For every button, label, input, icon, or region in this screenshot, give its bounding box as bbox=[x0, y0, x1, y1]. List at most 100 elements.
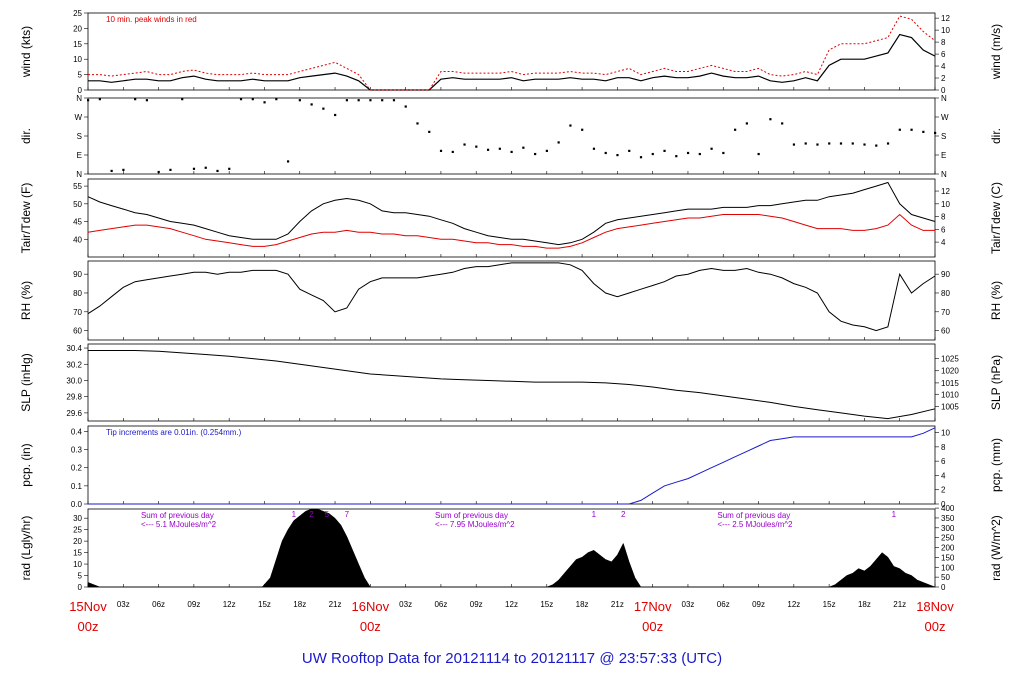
precip-frame bbox=[87, 425, 936, 505]
dir-point bbox=[581, 128, 584, 131]
x-tick-label: 09z bbox=[187, 600, 200, 609]
wind-ytick-right-label: 6 bbox=[941, 50, 946, 59]
x-tick-label: 06z bbox=[152, 600, 165, 609]
radiation-ytick-label: 10 bbox=[73, 560, 82, 569]
dir-point bbox=[216, 169, 219, 173]
wind-ytick-right-label: 4 bbox=[941, 62, 946, 71]
wind-ytick-right-label: 8 bbox=[941, 38, 946, 47]
precip-ytick-right-label: 2 bbox=[941, 486, 946, 495]
x-tick-label: 21z bbox=[329, 600, 342, 609]
pcp-line bbox=[88, 427, 936, 505]
dir-point bbox=[310, 103, 313, 106]
x-day-time-label: 00z bbox=[642, 619, 663, 634]
rh-ytick-right-label: 70 bbox=[941, 308, 950, 317]
dir-point bbox=[463, 143, 466, 146]
dir-point bbox=[792, 143, 796, 146]
dir-point bbox=[934, 131, 937, 135]
dir-point bbox=[886, 142, 890, 145]
dir-point bbox=[698, 152, 701, 156]
temperature-ytick-label: 45 bbox=[73, 218, 82, 227]
dir-point bbox=[345, 99, 349, 102]
rh-line bbox=[87, 262, 936, 332]
temperature-ytick-right-label: 10 bbox=[941, 200, 950, 209]
wind-ylabel: wind (kts) bbox=[19, 26, 33, 78]
x-day-label: 15Nov bbox=[69, 599, 107, 614]
dir-point bbox=[122, 168, 125, 171]
x-tick-label: 03z bbox=[682, 600, 695, 609]
precip-ylabel: pcp. (in) bbox=[19, 443, 33, 486]
dir-point bbox=[157, 170, 160, 174]
wind-ylabel-right: wind (m/s) bbox=[989, 24, 1003, 80]
x-tick-label: 21z bbox=[611, 600, 624, 609]
radiation-ytick-right-label: 400 bbox=[941, 504, 955, 513]
wind-ytick-label: 20 bbox=[73, 24, 82, 33]
dir-point bbox=[392, 99, 396, 102]
radiation-sum-label: Sum of previous day bbox=[435, 511, 508, 520]
direction-ytick-label: N bbox=[76, 94, 82, 103]
dir-point bbox=[110, 169, 113, 173]
radiation-sum-label: Sum of previous day bbox=[141, 511, 214, 520]
temperature-ytick-right-label: 6 bbox=[941, 225, 946, 234]
slp-ylabel: SLP (inHg) bbox=[19, 353, 33, 411]
rh-ytick-label: 90 bbox=[73, 270, 82, 279]
slp-ytick-label: 30.4 bbox=[66, 344, 82, 353]
slp-ylabel-right: SLP (hPa) bbox=[989, 355, 1003, 410]
precip-ytick-label: 0.0 bbox=[71, 500, 83, 509]
dir-point bbox=[228, 167, 231, 170]
slp-line bbox=[88, 350, 936, 420]
slp-ytick-label: 30.0 bbox=[66, 376, 82, 385]
dir-point bbox=[298, 99, 301, 102]
radiation-marker: 1 bbox=[592, 510, 597, 519]
dir-point bbox=[87, 99, 90, 102]
x-day-label: 17Nov bbox=[634, 599, 672, 614]
dir-point bbox=[357, 99, 360, 102]
dir-point bbox=[651, 152, 654, 156]
x-tick-label: 21z bbox=[893, 600, 906, 609]
dir-point bbox=[169, 168, 172, 171]
radiation-ylabel: rad (Lgly/hr) bbox=[19, 516, 33, 581]
dir-point bbox=[757, 152, 760, 156]
precip-annotation: Tip increments are 0.01in. (0.254mm.) bbox=[106, 428, 242, 437]
dir-point bbox=[592, 147, 596, 150]
dir-point bbox=[722, 151, 725, 155]
dir-point bbox=[734, 128, 737, 131]
peak-line bbox=[88, 15, 936, 91]
dir-point bbox=[251, 98, 254, 101]
slp-ytick-label: 29.6 bbox=[66, 409, 82, 418]
dir-point bbox=[134, 98, 137, 101]
dir-point bbox=[334, 113, 337, 117]
radiation-sum-value: <--- 2.5 MJoules/m^2 bbox=[717, 520, 793, 529]
dir-point bbox=[851, 142, 854, 145]
x-tick-label: 03z bbox=[117, 600, 130, 609]
radiation-marker: 1 bbox=[292, 510, 297, 519]
slp-ytick-label: 30.2 bbox=[66, 360, 82, 369]
slp-ytick-right-label: 1020 bbox=[941, 367, 959, 376]
dir-point bbox=[239, 98, 243, 101]
wind-ytick-label: 0 bbox=[78, 86, 83, 95]
panel-radiation bbox=[84, 507, 939, 588]
radiation-ytick-label: 30 bbox=[73, 514, 82, 523]
rh-ylabel-right: RH (%) bbox=[989, 281, 1003, 320]
x-tick-label: 18z bbox=[293, 600, 306, 609]
temperature-ylabel: Tair/Tdew (F) bbox=[19, 183, 33, 254]
dir-point bbox=[181, 98, 184, 101]
dir-point bbox=[686, 151, 690, 155]
radiation-ytick-right-label: 50 bbox=[941, 573, 950, 582]
x-day-time-label: 00z bbox=[360, 619, 381, 634]
dir-point bbox=[663, 149, 666, 152]
wind-ytick-label: 10 bbox=[73, 55, 82, 64]
dir-point bbox=[604, 151, 607, 155]
dir-point bbox=[475, 145, 478, 148]
temperature-ytick-label: 40 bbox=[73, 235, 82, 244]
dir-point bbox=[557, 141, 560, 144]
precip-ytick-label: 0.4 bbox=[71, 427, 83, 436]
dir-point bbox=[781, 122, 784, 125]
x-tick-label: 06z bbox=[434, 600, 447, 609]
radiation-ytick-right-label: 150 bbox=[941, 553, 955, 562]
rh-ytick-label: 80 bbox=[73, 289, 82, 298]
radiation-ytick-right-label: 250 bbox=[941, 534, 955, 543]
radiation-ylabel-right: rad (W/m^2) bbox=[989, 515, 1003, 581]
dir-point bbox=[769, 118, 772, 121]
direction-ylabel: dir. bbox=[19, 128, 33, 144]
dir-point bbox=[275, 98, 278, 101]
